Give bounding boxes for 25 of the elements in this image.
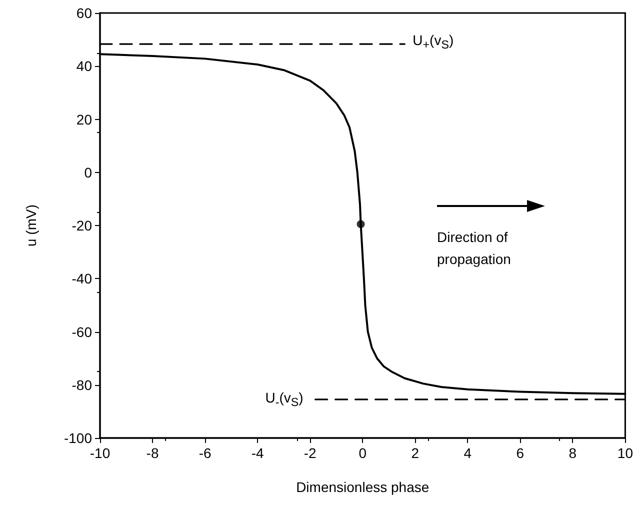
y-tick-label: 40 xyxy=(76,58,92,74)
annotation: U$_{-}$(v$_{S}$) xyxy=(265,388,304,412)
annotation: Direction of propagation xyxy=(437,229,512,267)
x-tick-label: -2 xyxy=(304,445,317,461)
x-tick-label: -8 xyxy=(146,445,159,461)
x-tick-label: -10 xyxy=(90,445,110,461)
y-tick-label: 60 xyxy=(76,5,92,21)
y-tick-label: 0 xyxy=(84,164,92,180)
x-tick-label: -6 xyxy=(198,445,212,461)
x-tick-label: -4 xyxy=(251,445,264,461)
y-tick-label: -60 xyxy=(72,324,92,340)
y-tick-label: 20 xyxy=(76,111,92,128)
x-tick-label: 10 xyxy=(617,445,634,461)
y-tick-label: -100 xyxy=(64,430,92,446)
y-axis-title: u (mV) xyxy=(23,204,39,246)
x-tick-label: 2 xyxy=(411,445,420,461)
x-tick-label: 0 xyxy=(358,445,367,461)
x-axis-title: Dimensionless phase xyxy=(296,479,430,495)
y-tick-label: -20 xyxy=(72,218,92,234)
y-tick-label: -80 xyxy=(72,376,92,393)
annotation: U$_{+}$(v$_{S}$) xyxy=(412,31,454,54)
x-tick-label: 8 xyxy=(568,445,577,461)
x-tick-label: 4 xyxy=(464,445,472,461)
y-tick-label: -40 xyxy=(72,270,92,287)
x-tick-label: 6 xyxy=(516,445,524,461)
